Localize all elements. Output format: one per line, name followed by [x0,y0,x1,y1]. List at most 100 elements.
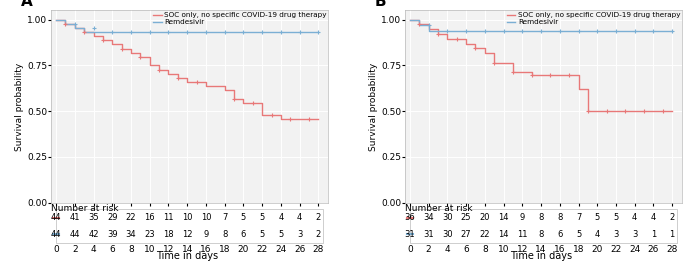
Text: 44: 44 [70,230,80,239]
Text: 30: 30 [442,213,453,222]
Text: B: B [375,0,386,9]
Text: 11: 11 [163,213,174,222]
Text: Number at risk: Number at risk [51,204,119,213]
Text: 8: 8 [222,230,227,239]
Text: 16: 16 [554,245,566,254]
Text: 8: 8 [538,230,544,239]
Text: 20: 20 [592,245,603,254]
Text: 7: 7 [576,213,581,222]
Text: 22: 22 [257,245,268,254]
Text: 8: 8 [557,213,562,222]
Text: 18: 18 [573,245,584,254]
Y-axis label: Survival probability: Survival probability [369,62,378,151]
Text: 6: 6 [463,245,469,254]
Y-axis label: Survival probability: Survival probability [15,62,24,151]
Text: 8: 8 [538,213,544,222]
Text: 2: 2 [426,245,432,254]
Text: 14: 14 [498,213,509,222]
Text: 3: 3 [632,230,638,239]
Text: 28: 28 [667,245,678,254]
Text: 7: 7 [222,213,227,222]
Text: 5: 5 [595,213,600,222]
Text: 20: 20 [479,213,490,222]
Text: 12: 12 [163,245,174,254]
Text: 31: 31 [405,230,415,239]
Text: 41: 41 [70,213,80,222]
Text: 6: 6 [557,230,562,239]
Text: 14: 14 [182,245,193,254]
Text: 5: 5 [613,213,619,222]
Text: 4: 4 [297,213,302,222]
Text: 4: 4 [595,230,600,239]
Text: 26: 26 [294,245,306,254]
Text: 18: 18 [163,230,174,239]
Text: 5: 5 [260,230,265,239]
Text: Number at risk: Number at risk [405,204,473,213]
Text: 28: 28 [313,245,324,254]
Text: 0: 0 [53,245,59,254]
Text: 27: 27 [461,230,471,239]
Text: A: A [21,0,33,9]
Text: 5: 5 [241,213,246,222]
Text: 26: 26 [648,245,659,254]
Text: 16: 16 [200,245,212,254]
Text: 12: 12 [182,230,192,239]
Text: 23: 23 [145,230,155,239]
Text: Time in days: Time in days [510,251,572,261]
Text: 44: 44 [51,213,62,222]
Text: 4: 4 [445,245,450,254]
Text: 4: 4 [90,245,97,254]
Text: 3: 3 [613,230,619,239]
Text: 18: 18 [219,245,230,254]
Legend: SOC only, no specific COVID-19 drug therapy, Remdesivir: SOC only, no specific COVID-19 drug ther… [153,12,327,25]
Text: 10: 10 [144,245,155,254]
Text: 30: 30 [442,230,453,239]
Text: 4: 4 [651,213,656,222]
Text: 9: 9 [520,213,525,222]
Text: 29: 29 [107,213,118,222]
Text: 36: 36 [404,213,415,222]
Text: 35: 35 [88,213,99,222]
Text: 2: 2 [72,245,77,254]
Text: 10: 10 [201,213,211,222]
Text: 34: 34 [126,230,136,239]
Legend: SOC only, no specific COVID-19 drug therapy, Remdesivir: SOC only, no specific COVID-19 drug ther… [507,12,681,25]
Text: 31: 31 [423,230,434,239]
Bar [56,209,323,243]
Text: 0: 0 [407,245,413,254]
Text: 5: 5 [278,230,284,239]
Text: 2: 2 [316,230,321,239]
Text: 4: 4 [632,213,637,222]
Text: 12: 12 [516,245,528,254]
Text: 24: 24 [629,245,640,254]
Text: 9: 9 [203,230,209,239]
Text: 8: 8 [482,245,488,254]
Text: 5: 5 [260,213,265,222]
Text: 2: 2 [669,213,675,222]
Text: 2: 2 [316,213,321,222]
Text: 25: 25 [461,213,471,222]
Text: 44: 44 [51,230,62,239]
Text: 22: 22 [479,230,490,239]
Text: 11: 11 [517,230,527,239]
Text: 24: 24 [275,245,286,254]
Bar [410,209,677,243]
Text: 14: 14 [536,245,547,254]
Text: Time in days: Time in days [156,251,219,261]
Text: 14: 14 [498,230,509,239]
Text: 16: 16 [145,213,155,222]
Text: 6: 6 [240,230,246,239]
Text: 39: 39 [107,230,118,239]
Text: 10: 10 [498,245,510,254]
Text: 1: 1 [651,230,656,239]
Text: 20: 20 [238,245,249,254]
Text: 8: 8 [128,245,134,254]
Text: 22: 22 [610,245,621,254]
Text: 4: 4 [278,213,284,222]
Text: 10: 10 [182,213,192,222]
Text: 3: 3 [297,230,302,239]
Text: 34: 34 [423,213,434,222]
Text: 6: 6 [110,245,115,254]
Text: 42: 42 [88,230,99,239]
Text: 22: 22 [126,213,136,222]
